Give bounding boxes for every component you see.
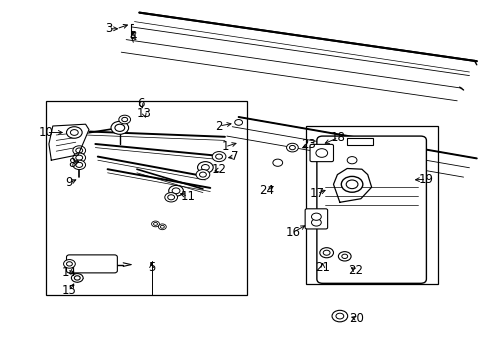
FancyBboxPatch shape <box>316 136 426 283</box>
Circle shape <box>331 310 347 322</box>
Circle shape <box>168 185 183 196</box>
Text: 12: 12 <box>211 163 226 176</box>
Bar <box>346 138 372 145</box>
Circle shape <box>197 162 213 173</box>
Text: 4: 4 <box>129 30 137 42</box>
Circle shape <box>164 193 177 202</box>
Circle shape <box>311 219 321 226</box>
Text: 8: 8 <box>68 157 76 170</box>
Text: 3: 3 <box>104 22 112 35</box>
Text: 24: 24 <box>259 184 273 197</box>
Text: 13: 13 <box>137 107 151 120</box>
Bar <box>46 101 246 295</box>
Circle shape <box>286 143 298 152</box>
Circle shape <box>338 252 350 261</box>
Text: 18: 18 <box>330 131 345 144</box>
Text: 17: 17 <box>309 187 324 200</box>
Text: 10: 10 <box>39 126 54 139</box>
Text: 19: 19 <box>418 173 433 186</box>
Text: 11: 11 <box>181 190 195 203</box>
Circle shape <box>196 170 209 180</box>
Text: 14: 14 <box>62 266 77 279</box>
Circle shape <box>311 213 321 220</box>
Circle shape <box>212 152 225 162</box>
Circle shape <box>73 146 85 155</box>
Circle shape <box>119 115 130 124</box>
Circle shape <box>73 153 85 162</box>
FancyBboxPatch shape <box>305 209 327 229</box>
Text: 23: 23 <box>301 138 316 151</box>
Circle shape <box>151 221 159 227</box>
Circle shape <box>111 121 128 134</box>
Text: 2: 2 <box>215 120 223 132</box>
Polygon shape <box>49 124 89 160</box>
Text: 15: 15 <box>62 284 77 297</box>
Circle shape <box>66 127 82 138</box>
FancyBboxPatch shape <box>66 255 117 273</box>
Circle shape <box>73 160 85 170</box>
Circle shape <box>158 224 166 230</box>
Text: 22: 22 <box>348 264 363 277</box>
Text: 21: 21 <box>315 261 329 274</box>
Circle shape <box>63 260 75 268</box>
Text: 16: 16 <box>285 226 300 239</box>
Text: 1: 1 <box>221 140 228 153</box>
FancyBboxPatch shape <box>309 144 333 162</box>
Circle shape <box>341 176 362 192</box>
Circle shape <box>319 248 333 258</box>
Text: 6: 6 <box>137 97 144 110</box>
Polygon shape <box>333 168 371 202</box>
Text: 9: 9 <box>65 176 73 189</box>
Circle shape <box>71 274 83 282</box>
Bar <box>305 126 437 284</box>
Text: 5: 5 <box>147 261 155 274</box>
Text: 20: 20 <box>349 312 364 325</box>
Text: 7: 7 <box>230 150 238 163</box>
Circle shape <box>272 159 282 166</box>
